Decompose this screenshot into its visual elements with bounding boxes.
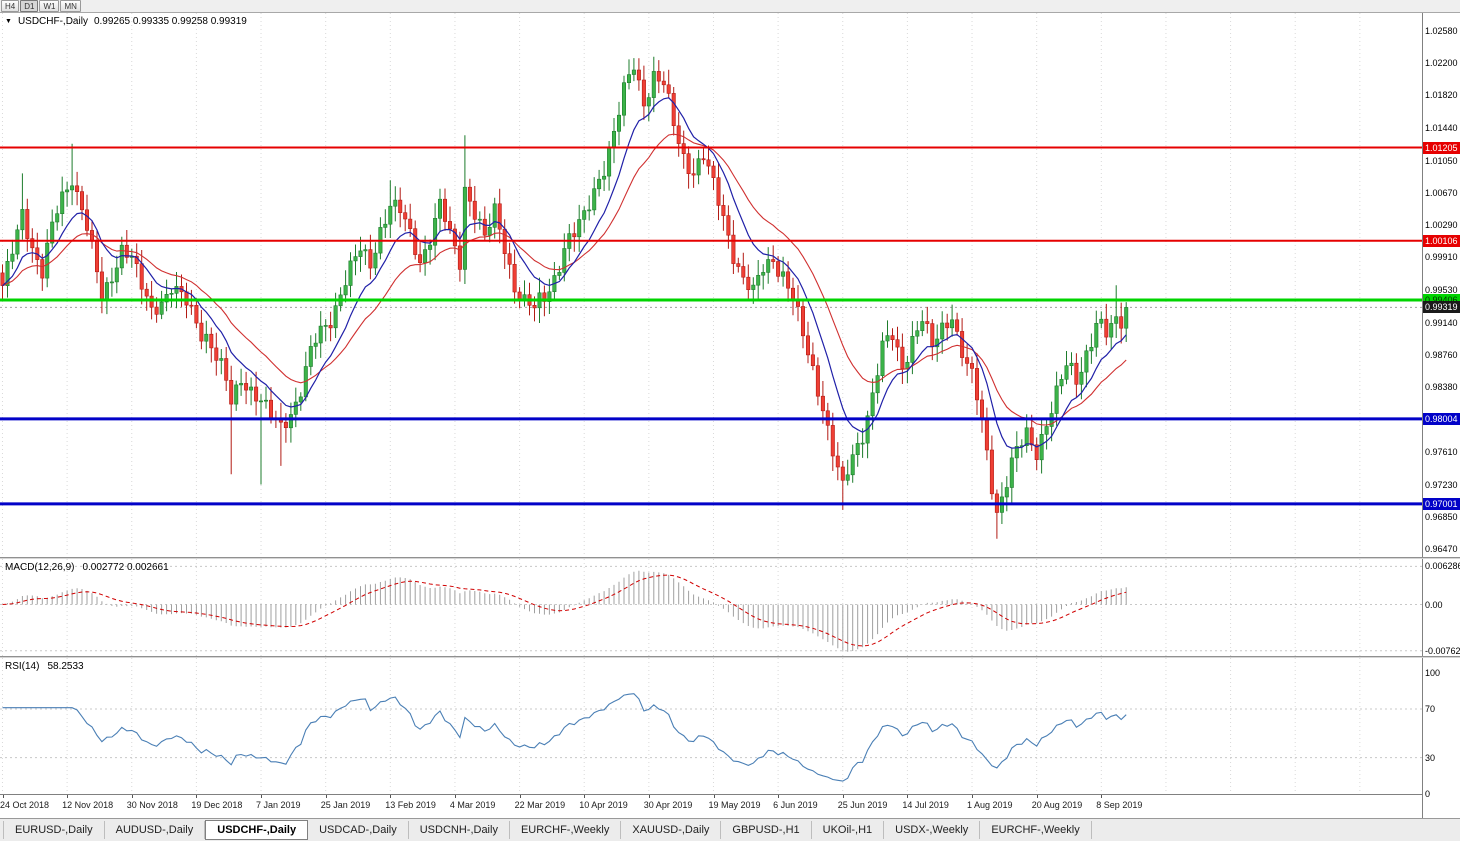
date-label: 22 Mar 2019 (514, 800, 566, 810)
macd-axis-label: 0.006286 (1425, 561, 1460, 572)
macd-chart[interactable] (0, 559, 1422, 656)
time-axis-tick (907, 795, 909, 798)
time-axis-tick (196, 795, 198, 798)
chart-tab-usdx-weekly[interactable]: USDX-,Weekly (884, 821, 981, 839)
time-axis-tick (648, 795, 650, 798)
time-axis-tick (1101, 795, 1103, 798)
time-axis-tick (2, 795, 4, 798)
price-axis-label: 0.98760 (1425, 349, 1458, 360)
price-axis-label: 0.96470 (1425, 543, 1458, 554)
price-axis-label: 1.02200 (1425, 58, 1458, 69)
price-axis[interactable]: 1.02580 1.02200 1.01820 1.01440 1.01050 1.006… (1422, 13, 1460, 818)
panel-separator[interactable] (0, 557, 1460, 559)
price-axis-label: 1.00290 (1425, 220, 1458, 231)
macd-panel[interactable]: MACD(12,26,9) 0.002772 0.002661 (0, 559, 1422, 656)
price-line-badge: 1.00106 (1423, 234, 1460, 247)
chart-tabs-bar: EURUSD-,Daily AUDUSD-,Daily USDCHF-,Daily U… (0, 818, 1460, 841)
date-label: 4 Mar 2019 (449, 800, 496, 810)
time-axis-tick (713, 795, 715, 798)
date-label: 8 Sep 2019 (1096, 800, 1143, 810)
date-label: 30 Apr 2019 (643, 800, 693, 810)
chart-tab-ukoil-h1[interactable]: UKOil-,H1 (812, 821, 885, 839)
candlestick-chart[interactable] (0, 13, 1422, 557)
chart-tab-xauusd-daily[interactable]: XAUUSD-,Daily (621, 821, 722, 839)
price-line-badge: 0.97001 (1423, 497, 1460, 510)
date-label: 10 Apr 2019 (579, 800, 628, 810)
time-axis-tick (67, 795, 69, 798)
chart-tab-usdcnh-daily[interactable]: USDCNH-,Daily (409, 821, 510, 839)
chart-tab-audusd-daily[interactable]: AUDUSD-,Daily (105, 821, 206, 839)
price-line-badge: 0.98004 (1423, 412, 1460, 425)
timeframe-button-h4[interactable]: H4 (1, 0, 20, 12)
date-label: 13 Feb 2019 (385, 800, 436, 810)
price-axis-label: 0.99140 (1425, 317, 1458, 328)
chart-tab-usdcad-daily[interactable]: USDCAD-,Daily (308, 821, 409, 839)
time-axis-tick (972, 795, 973, 798)
rsi-chart[interactable] (0, 658, 1422, 794)
date-label: 6 Jun 2019 (773, 800, 818, 810)
rsi-axis-label: 30 (1425, 752, 1436, 763)
price-panel[interactable]: ▼ USDCHF-,Daily 0.99265 0.99335 0.99258 … (0, 13, 1422, 557)
price-axis-label: 0.97610 (1425, 447, 1458, 458)
time-axis-tick (842, 795, 844, 798)
chart-area: ▼ USDCHF-,Daily 0.99265 0.99335 0.99258 … (0, 13, 1460, 818)
timeframe-button-w1[interactable]: W1 (39, 0, 60, 12)
price-axis-label: 1.01820 (1425, 90, 1458, 101)
date-label: 25 Jan 2019 (320, 800, 371, 810)
time-axis-tick (778, 795, 780, 798)
date-label: 30 Nov 2018 (126, 800, 178, 810)
time-axis-tick (390, 795, 392, 798)
macd-axis-label: -0.00762 (1425, 645, 1460, 656)
date-label: 24 Oct 2018 (0, 800, 50, 810)
panel-separator[interactable] (0, 656, 1460, 658)
chart-tab-eurchf-weekly[interactable]: EURCHF-,Weekly (510, 821, 622, 839)
price-axis-label: 0.99530 (1425, 284, 1458, 295)
time-axis-tick (454, 795, 456, 798)
chart-tab-eurusd-daily[interactable]: EURUSD-,Daily (3, 821, 105, 839)
rsi-axis-label: 100 (1425, 667, 1441, 678)
timeframe-toolbar: H4 D1 W1 MN (0, 0, 1460, 13)
chart-tab-gbpusd-h1[interactable]: GBPUSD-,H1 (721, 821, 812, 839)
macd-axis-label: 0.00 (1425, 599, 1443, 610)
time-axis[interactable]: 24 Oct 2018 12 Nov 2018 30 Nov 2018 19 Dec … (0, 794, 1422, 818)
date-label: 19 May 2019 (708, 800, 761, 810)
rsi-panel[interactable]: RSI(14) 58.2533 (0, 658, 1422, 794)
price-axis-label: 0.96850 (1425, 511, 1458, 522)
date-label: 12 Nov 2018 (62, 800, 114, 810)
time-axis-tick (261, 795, 262, 798)
price-axis-label: 1.01050 (1425, 155, 1458, 166)
price-axis-label: 0.98380 (1425, 382, 1458, 392)
price-axis-label: 0.97230 (1425, 479, 1458, 490)
time-axis-tick (131, 795, 133, 798)
date-label: 20 Aug 2019 (1031, 800, 1083, 810)
chart-tab-usdchf-daily[interactable]: USDCHF-,Daily (205, 820, 309, 840)
date-label: 25 Jun 2019 (837, 800, 888, 810)
price-axis-label: 1.01440 (1425, 122, 1458, 133)
timeframe-button-d1[interactable]: D1 (20, 0, 39, 12)
date-label: 7 Jan 2019 (256, 800, 301, 810)
price-axis-label: 1.02580 (1425, 26, 1458, 36)
date-label: 1 Aug 2019 (967, 800, 1013, 810)
rsi-axis-label: 70 (1425, 704, 1436, 714)
price-axis-label: 0.99910 (1425, 252, 1458, 263)
current-price-badge: 0.99319 (1423, 301, 1460, 314)
timeframe-button-mn[interactable]: MN (60, 0, 81, 12)
rsi-axis-label: 0 (1425, 789, 1431, 799)
time-axis-tick (519, 795, 521, 798)
price-axis-label: 1.00670 (1425, 187, 1458, 198)
date-label: 19 Dec 2018 (191, 800, 243, 810)
date-label: 14 Jul 2019 (902, 800, 949, 810)
time-axis-tick (325, 795, 327, 798)
price-line-badge: 1.01205 (1423, 141, 1460, 154)
time-axis-tick (1036, 795, 1038, 798)
time-axis-tick (584, 795, 586, 798)
chart-tab-eurchf-weekly[interactable]: EURCHF-,Weekly (980, 821, 1092, 839)
